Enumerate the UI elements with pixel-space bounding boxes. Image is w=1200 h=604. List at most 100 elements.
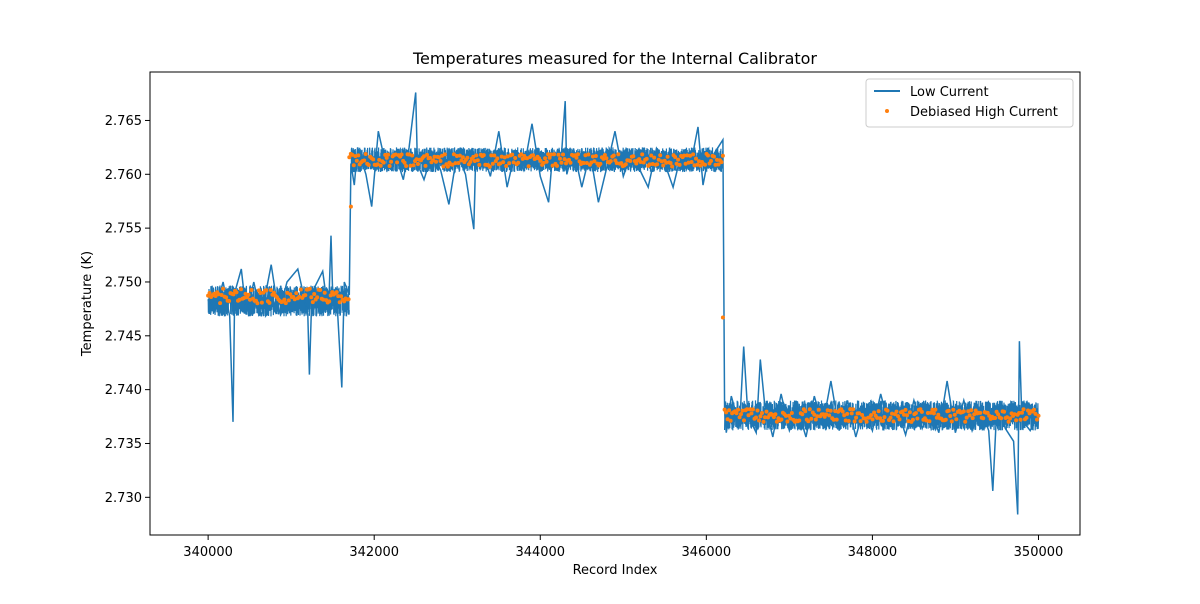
- scatter-point: [481, 153, 486, 158]
- scatter-point: [526, 164, 531, 169]
- scatter-point: [282, 297, 287, 302]
- scatter-point: [371, 157, 376, 162]
- scatter-point: [949, 419, 954, 424]
- scatter-point: [550, 163, 555, 168]
- scatter-point: [882, 415, 887, 420]
- x-tick-label: 348000: [848, 545, 898, 560]
- scatter-point: [377, 157, 382, 162]
- y-tick-label: 2.760: [105, 168, 142, 183]
- scatter-point: [237, 297, 242, 302]
- scatter-point: [457, 153, 462, 158]
- scatter-point: [410, 153, 415, 158]
- scatter-point: [614, 161, 619, 166]
- scatter-point: [842, 413, 847, 418]
- scatter-point: [676, 157, 681, 162]
- scatter-point: [658, 153, 663, 158]
- chart-title: Temperatures measured for the Internal C…: [412, 49, 817, 68]
- x-tick-label: 346000: [682, 545, 732, 560]
- scatter-point: [328, 293, 333, 298]
- scatter-point: [363, 152, 368, 156]
- scatter-point: [586, 152, 591, 157]
- scatter-point: [454, 154, 459, 158]
- scatter-point: [825, 408, 830, 413]
- scatter-point: [827, 413, 832, 418]
- y-tick-label: 2.755: [105, 222, 142, 237]
- scatter-point: [800, 412, 805, 417]
- scatter-point: [761, 419, 766, 424]
- scatter-point: [258, 291, 263, 295]
- scatter-point: [389, 159, 394, 164]
- scatter-point: [628, 159, 633, 163]
- scatter-point: [845, 411, 850, 416]
- scatter-point: [706, 153, 710, 158]
- scatter-point: [590, 154, 595, 159]
- scatter-point: [870, 417, 875, 422]
- scatter-point: [249, 288, 254, 292]
- scatter-point: [1006, 419, 1011, 424]
- scatter-point: [745, 407, 749, 412]
- scatter-point: [601, 156, 606, 161]
- scatter-point: [834, 417, 839, 422]
- scatter-point: [531, 153, 536, 158]
- scatter-point: [556, 152, 561, 157]
- scatter-point: [510, 152, 515, 157]
- scatter-point: [471, 154, 476, 159]
- scatter-point: [592, 159, 597, 164]
- scatter-point: [307, 286, 312, 291]
- scatter-point: [806, 419, 811, 424]
- scatter-point: [549, 152, 554, 157]
- scatter-point: [833, 409, 838, 414]
- scatter-point: [1021, 407, 1026, 412]
- scatter-point: [219, 293, 224, 297]
- scatter-point: [1020, 410, 1024, 415]
- scatter-point: [309, 295, 314, 300]
- scatter-point: [720, 153, 725, 158]
- scatter-point: [692, 163, 697, 168]
- scatter-point: [719, 160, 724, 165]
- scatter-point: [623, 162, 628, 167]
- scatter-point: [742, 418, 746, 423]
- scatter-point: [954, 417, 959, 422]
- scatter-point: [713, 162, 718, 167]
- scatter-point: [460, 155, 465, 160]
- scatter-point: [740, 408, 745, 413]
- scatter-point: [754, 415, 758, 420]
- scatter-point: [584, 161, 589, 165]
- scatter-point: [346, 297, 351, 302]
- scatter-point: [785, 419, 790, 424]
- scatter-point: [619, 161, 624, 166]
- scatter-point: [999, 416, 1004, 421]
- x-tick-label: 350000: [1014, 545, 1064, 560]
- scatter-point: [674, 161, 679, 166]
- scatter-point: [383, 152, 388, 157]
- scatter-point: [474, 153, 479, 158]
- scatter-point: [694, 156, 698, 161]
- scatter-point: [259, 300, 264, 305]
- scatter-point: [608, 159, 613, 164]
- scatter-point: [691, 152, 696, 157]
- scatter-point: [668, 161, 673, 165]
- scatter-point: [538, 158, 543, 163]
- scatter-point: [422, 154, 426, 159]
- scatter-point: [218, 301, 223, 306]
- scatter-point: [431, 158, 435, 163]
- scatter-point: [881, 418, 885, 423]
- scatter-point: [511, 160, 516, 165]
- scatter-point: [673, 155, 678, 159]
- scatter-point: [519, 152, 524, 157]
- scatter-point: [477, 162, 482, 167]
- scatter-point: [321, 297, 326, 302]
- scatter-point: [815, 414, 820, 419]
- scatter-point: [703, 162, 707, 167]
- scatter-point: [746, 413, 751, 418]
- legend: Low Current Debiased High Current: [865, 78, 1074, 128]
- scatter-point: [724, 410, 729, 415]
- scatter-point: [924, 418, 929, 423]
- scatter-point: [264, 288, 269, 293]
- scatter-point: [498, 161, 503, 166]
- scatter-point: [1008, 416, 1013, 421]
- scatter-point: [438, 159, 443, 163]
- scatter-point: [611, 153, 616, 158]
- scatter-point: [544, 159, 549, 164]
- scatter-point: [1018, 417, 1023, 422]
